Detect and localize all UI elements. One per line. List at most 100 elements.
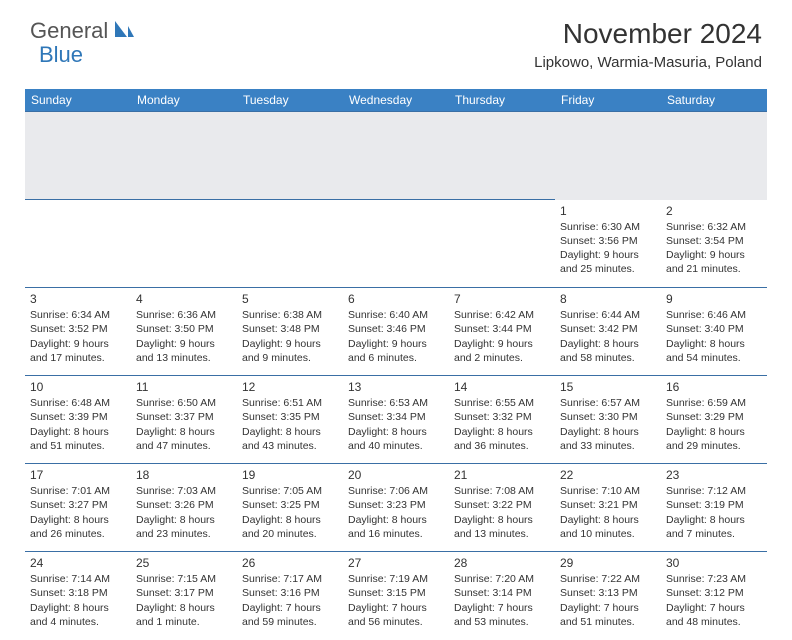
sunrise-line: Sunrise: 7:17 AM: [242, 572, 338, 586]
daylight-line: Daylight: 9 hours and 21 minutes.: [666, 248, 762, 276]
sunset-line: Sunset: 3:50 PM: [136, 322, 232, 336]
sunrise-line: Sunrise: 7:19 AM: [348, 572, 444, 586]
daylight-line: Daylight: 8 hours and 20 minutes.: [242, 513, 338, 541]
sunrise-line: Sunrise: 7:05 AM: [242, 484, 338, 498]
sunset-line: Sunset: 3:21 PM: [560, 498, 656, 512]
sunset-line: Sunset: 3:54 PM: [666, 234, 762, 248]
day-number: 12: [242, 379, 338, 395]
sunset-line: Sunset: 3:56 PM: [560, 234, 656, 248]
day-number: 18: [136, 467, 232, 483]
day-number: 17: [30, 467, 126, 483]
daylight-line: Daylight: 8 hours and 40 minutes.: [348, 425, 444, 453]
daylight-line: Daylight: 8 hours and 58 minutes.: [560, 337, 656, 365]
sunrise-line: Sunrise: 6:50 AM: [136, 396, 232, 410]
daylight-line: Daylight: 8 hours and 16 minutes.: [348, 513, 444, 541]
daylight-line: Daylight: 9 hours and 9 minutes.: [242, 337, 338, 365]
logo: General Blue: [30, 18, 135, 44]
sunrise-line: Sunrise: 6:32 AM: [666, 220, 762, 234]
sunrise-line: Sunrise: 7:01 AM: [30, 484, 126, 498]
header: General Blue November 2024 Lipkowo, Warm…: [0, 0, 792, 79]
sunrise-line: Sunrise: 6:46 AM: [666, 308, 762, 322]
calendar-cell: 12Sunrise: 6:51 AMSunset: 3:35 PMDayligh…: [237, 376, 343, 464]
daylight-line: Daylight: 7 hours and 59 minutes.: [242, 601, 338, 629]
sunset-line: Sunset: 3:46 PM: [348, 322, 444, 336]
calendar-cell: 6Sunrise: 6:40 AMSunset: 3:46 PMDaylight…: [343, 288, 449, 376]
month-title: November 2024: [534, 18, 762, 50]
logo-text-general: General: [30, 18, 108, 44]
calendar-row: 17Sunrise: 7:01 AMSunset: 3:27 PMDayligh…: [25, 464, 767, 552]
daylight-line: Daylight: 9 hours and 25 minutes.: [560, 248, 656, 276]
day-header: Tuesday: [237, 89, 343, 112]
day-number: 10: [30, 379, 126, 395]
calendar-row: 1Sunrise: 6:30 AMSunset: 3:56 PMDaylight…: [25, 200, 767, 288]
calendar-row: 10Sunrise: 6:48 AMSunset: 3:39 PMDayligh…: [25, 376, 767, 464]
calendar-cell: 1Sunrise: 6:30 AMSunset: 3:56 PMDaylight…: [555, 200, 661, 288]
sunset-line: Sunset: 3:48 PM: [242, 322, 338, 336]
sunrise-line: Sunrise: 6:36 AM: [136, 308, 232, 322]
day-number: 8: [560, 291, 656, 307]
day-header-row: SundayMondayTuesdayWednesdayThursdayFrid…: [25, 89, 767, 112]
sunrise-line: Sunrise: 6:55 AM: [454, 396, 550, 410]
calendar-cell: 15Sunrise: 6:57 AMSunset: 3:30 PMDayligh…: [555, 376, 661, 464]
calendar-table: SundayMondayTuesdayWednesdayThursdayFrid…: [25, 89, 767, 640]
sunrise-line: Sunrise: 7:22 AM: [560, 572, 656, 586]
daylight-line: Daylight: 8 hours and 51 minutes.: [30, 425, 126, 453]
sunrise-line: Sunrise: 6:30 AM: [560, 220, 656, 234]
day-number: 22: [560, 467, 656, 483]
day-number: 28: [454, 555, 550, 571]
calendar-cell: 2Sunrise: 6:32 AMSunset: 3:54 PMDaylight…: [661, 200, 767, 288]
day-number: 26: [242, 555, 338, 571]
daylight-line: Daylight: 8 hours and 7 minutes.: [666, 513, 762, 541]
calendar-cell: 26Sunrise: 7:17 AMSunset: 3:16 PMDayligh…: [237, 552, 343, 640]
daylight-line: Daylight: 8 hours and 33 minutes.: [560, 425, 656, 453]
location: Lipkowo, Warmia-Masuria, Poland: [534, 54, 762, 71]
calendar-cell: 29Sunrise: 7:22 AMSunset: 3:13 PMDayligh…: [555, 552, 661, 640]
daylight-line: Daylight: 8 hours and 26 minutes.: [30, 513, 126, 541]
sunrise-line: Sunrise: 6:42 AM: [454, 308, 550, 322]
calendar-cell: 4Sunrise: 6:36 AMSunset: 3:50 PMDaylight…: [131, 288, 237, 376]
day-number: 6: [348, 291, 444, 307]
sunset-line: Sunset: 3:17 PM: [136, 586, 232, 600]
sunrise-line: Sunrise: 7:15 AM: [136, 572, 232, 586]
sunrise-line: Sunrise: 6:40 AM: [348, 308, 444, 322]
sunset-line: Sunset: 3:34 PM: [348, 410, 444, 424]
sunset-line: Sunset: 3:19 PM: [666, 498, 762, 512]
sunrise-line: Sunrise: 6:57 AM: [560, 396, 656, 410]
sunrise-line: Sunrise: 6:48 AM: [30, 396, 126, 410]
calendar-cell-empty: [237, 200, 343, 288]
sunset-line: Sunset: 3:15 PM: [348, 586, 444, 600]
calendar-cell: 21Sunrise: 7:08 AMSunset: 3:22 PMDayligh…: [449, 464, 555, 552]
day-header: Wednesday: [343, 89, 449, 112]
sunset-line: Sunset: 3:23 PM: [348, 498, 444, 512]
day-header: Saturday: [661, 89, 767, 112]
logo-text-blue: Blue: [39, 42, 83, 68]
day-number: 15: [560, 379, 656, 395]
day-number: 1: [560, 203, 656, 219]
day-number: 9: [666, 291, 762, 307]
day-number: 7: [454, 291, 550, 307]
day-number: 24: [30, 555, 126, 571]
sunset-line: Sunset: 3:16 PM: [242, 586, 338, 600]
daylight-line: Daylight: 7 hours and 56 minutes.: [348, 601, 444, 629]
daylight-line: Daylight: 8 hours and 4 minutes.: [30, 601, 126, 629]
day-number: 19: [242, 467, 338, 483]
sunset-line: Sunset: 3:27 PM: [30, 498, 126, 512]
daylight-line: Daylight: 8 hours and 23 minutes.: [136, 513, 232, 541]
calendar-cell: 5Sunrise: 6:38 AMSunset: 3:48 PMDaylight…: [237, 288, 343, 376]
sunrise-line: Sunrise: 7:14 AM: [30, 572, 126, 586]
sunset-line: Sunset: 3:25 PM: [242, 498, 338, 512]
calendar-cell: 16Sunrise: 6:59 AMSunset: 3:29 PMDayligh…: [661, 376, 767, 464]
sunrise-line: Sunrise: 7:12 AM: [666, 484, 762, 498]
sunrise-line: Sunrise: 6:53 AM: [348, 396, 444, 410]
calendar-cell-empty: [131, 200, 237, 288]
day-header: Friday: [555, 89, 661, 112]
day-number: 25: [136, 555, 232, 571]
sunset-line: Sunset: 3:30 PM: [560, 410, 656, 424]
calendar-cell: 20Sunrise: 7:06 AMSunset: 3:23 PMDayligh…: [343, 464, 449, 552]
calendar-row: 3Sunrise: 6:34 AMSunset: 3:52 PMDaylight…: [25, 288, 767, 376]
calendar-cell: 28Sunrise: 7:20 AMSunset: 3:14 PMDayligh…: [449, 552, 555, 640]
day-number: 20: [348, 467, 444, 483]
sunset-line: Sunset: 3:35 PM: [242, 410, 338, 424]
calendar-cell: 24Sunrise: 7:14 AMSunset: 3:18 PMDayligh…: [25, 552, 131, 640]
calendar-cell: 30Sunrise: 7:23 AMSunset: 3:12 PMDayligh…: [661, 552, 767, 640]
